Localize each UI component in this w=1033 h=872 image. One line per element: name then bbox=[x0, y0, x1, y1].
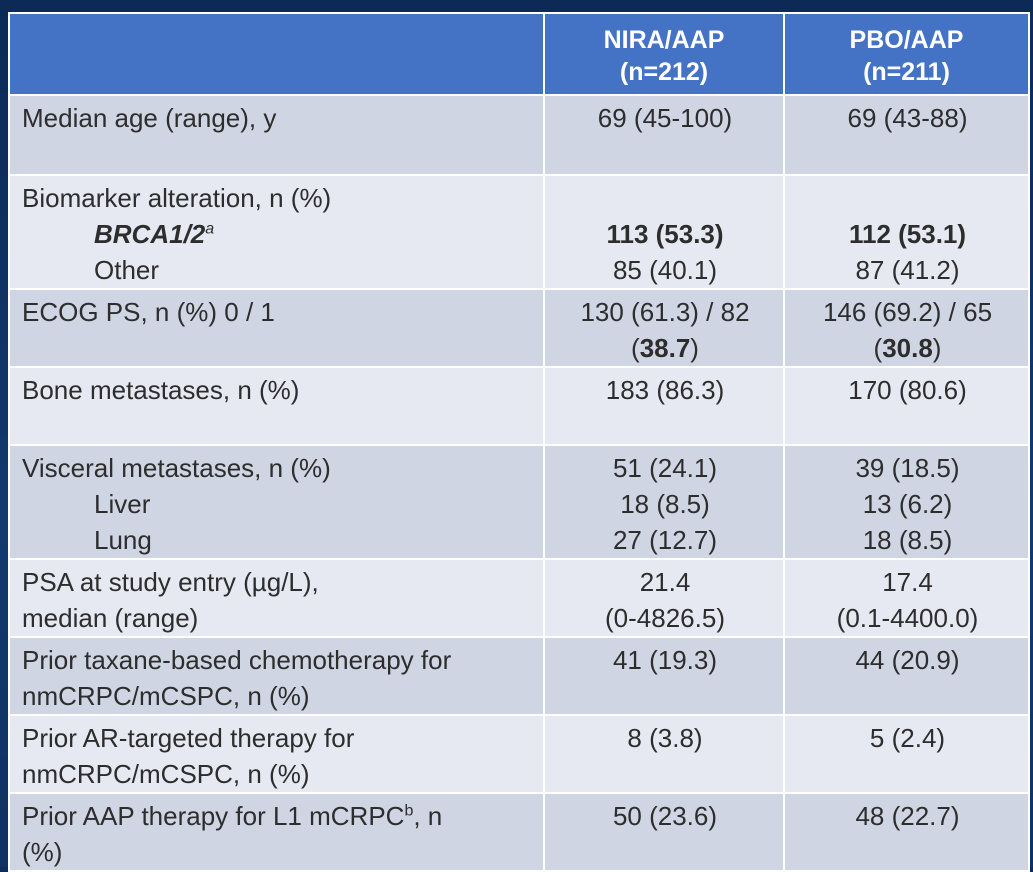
table-row-biomarker: Biomarker alteration, n (%) BRCA1/2a Oth… bbox=[8, 174, 1030, 290]
row-label: Visceral metastases, n (%) Liver Lung bbox=[8, 444, 545, 560]
header-nira-aap-name: NIRA/AAP bbox=[603, 26, 725, 54]
row-label: Bone metastases, n (%) bbox=[8, 366, 545, 446]
liver-label: Liver bbox=[94, 489, 151, 519]
header-pbo-aap: PBO/AAP (n=211) bbox=[783, 12, 1030, 96]
nira-value: 8 (3.8) bbox=[543, 714, 785, 794]
pbo-value: 69 (43-88) bbox=[783, 94, 1030, 176]
nira-value: 113 (53.3) 85 (40.1) bbox=[543, 174, 785, 290]
visceral-label: Visceral metastases, n (%) bbox=[22, 453, 331, 483]
nira-value: 41 (19.3) bbox=[543, 636, 785, 716]
pbo-value: 17.4 (0.1-4400.0) bbox=[783, 558, 1030, 638]
pbo-value: 48 (22.7) bbox=[783, 792, 1030, 872]
nira-value: 183 (86.3) bbox=[543, 366, 785, 446]
table-row-visceral: Visceral metastases, n (%) Liver Lung 51… bbox=[8, 444, 1030, 560]
row-label: Prior AAP therapy for L1 mCRPCb, n (%) bbox=[8, 792, 545, 872]
row-label: Prior taxane-based chemotherapy for nmCR… bbox=[8, 636, 545, 716]
pbo-value: 5 (2.4) bbox=[783, 714, 1030, 794]
nira-value: 21.4 (0-4826.5) bbox=[543, 558, 785, 638]
row-label: Prior AR-targeted therapy for nmCRPC/mCS… bbox=[8, 714, 545, 794]
table-header-row: NIRA/AAP (n=212) PBO/AAP (n=211) bbox=[8, 12, 1030, 96]
other-nira-value: 85 (40.1) bbox=[612, 255, 718, 285]
row-label: Biomarker alteration, n (%) BRCA1/2a Oth… bbox=[8, 174, 545, 290]
header-nira-aap-n: (n=212) bbox=[619, 58, 709, 86]
row-label: Median age (range), y bbox=[8, 94, 545, 176]
lung-label: Lung bbox=[94, 525, 152, 555]
aap-footnote-marker: b bbox=[404, 802, 414, 820]
header-pbo-aap-n: (n=211) bbox=[863, 58, 950, 86]
row-label: ECOG PS, n (%) 0 / 1 bbox=[8, 288, 545, 368]
row-label: PSA at study entry (µg/L), median (range… bbox=[8, 558, 545, 638]
nira-value: 69 (45-100) bbox=[543, 94, 785, 176]
brca-pbo-value: 112 (53.1) bbox=[848, 219, 967, 249]
other-pbo-value: 87 (41.2) bbox=[855, 255, 960, 285]
nira-value: 51 (24.1) 18 (8.5) 27 (12.7) bbox=[543, 444, 785, 560]
table-row-ar: Prior AR-targeted therapy for nmCRPC/mCS… bbox=[8, 714, 1030, 794]
brca-label: BRCA1/2a bbox=[94, 219, 215, 249]
pbo-value: 146 (69.2) / 65 (30.8) bbox=[783, 288, 1030, 368]
pbo-value: 44 (20.9) bbox=[783, 636, 1030, 716]
nira-value: 130 (61.3) / 82 (38.7) bbox=[543, 288, 785, 368]
table-row-age: Median age (range), y 69 (45-100) 69 (43… bbox=[8, 94, 1030, 176]
baseline-characteristics-table: NIRA/AAP (n=212) PBO/AAP (n=211) Median … bbox=[8, 12, 1030, 872]
header-pbo-aap-name: PBO/AAP bbox=[849, 26, 964, 54]
biomarker-label: Biomarker alteration, n (%) bbox=[22, 183, 332, 213]
table-row-taxane: Prior taxane-based chemotherapy for nmCR… bbox=[8, 636, 1030, 716]
nira-value: 50 (23.6) bbox=[543, 792, 785, 872]
pbo-value: 39 (18.5) 13 (6.2) 18 (8.5) bbox=[783, 444, 1030, 560]
brca-footnote-marker: a bbox=[205, 220, 215, 238]
table-row-aap: Prior AAP therapy for L1 mCRPCb, n (%) 5… bbox=[8, 792, 1030, 872]
pbo-value: 112 (53.1) 87 (41.2) bbox=[783, 174, 1030, 290]
table-row-bone: Bone metastases, n (%) 183 (86.3) 170 (8… bbox=[8, 366, 1030, 446]
header-label-cell bbox=[8, 12, 545, 96]
header-nira-aap: NIRA/AAP (n=212) bbox=[543, 12, 785, 96]
table-row-psa: PSA at study entry (µg/L), median (range… bbox=[8, 558, 1030, 638]
brca-nira-value: 113 (53.3) bbox=[606, 219, 724, 249]
pbo-value: 170 (80.6) bbox=[783, 366, 1030, 446]
table-row-ecog: ECOG PS, n (%) 0 / 1 130 (61.3) / 82 (38… bbox=[8, 288, 1030, 368]
other-label: Other bbox=[94, 255, 160, 285]
